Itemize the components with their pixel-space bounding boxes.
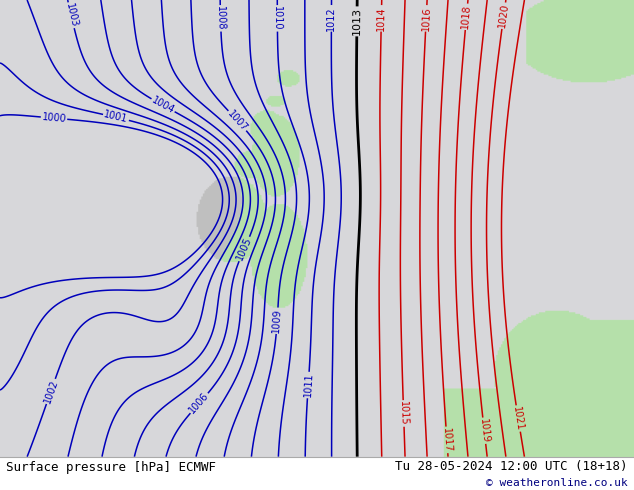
Text: 1002: 1002 — [42, 378, 60, 405]
Text: 1000: 1000 — [41, 112, 67, 124]
Text: 1016: 1016 — [420, 6, 432, 31]
Text: 1013: 1013 — [352, 7, 362, 35]
Text: 1005: 1005 — [235, 236, 254, 262]
Text: Tu 28-05-2024 12:00 UTC (18+18): Tu 28-05-2024 12:00 UTC (18+18) — [395, 460, 628, 472]
Text: 1017: 1017 — [441, 427, 453, 452]
Text: 1011: 1011 — [302, 372, 314, 397]
Text: 1006: 1006 — [188, 391, 211, 416]
Text: 1012: 1012 — [327, 6, 337, 31]
Text: © weatheronline.co.uk: © weatheronline.co.uk — [486, 478, 628, 489]
Text: 1019: 1019 — [478, 418, 491, 443]
Text: 1007: 1007 — [226, 108, 249, 133]
Text: 1010: 1010 — [272, 6, 282, 30]
Text: 1018: 1018 — [460, 4, 472, 29]
Text: 1001: 1001 — [103, 110, 129, 125]
Text: 1004: 1004 — [150, 95, 176, 116]
Text: Surface pressure [hPa] ECMWF: Surface pressure [hPa] ECMWF — [6, 461, 216, 474]
Text: 1003: 1003 — [63, 2, 79, 28]
Text: 1021: 1021 — [512, 406, 525, 431]
Text: 1009: 1009 — [271, 308, 283, 333]
Text: 1008: 1008 — [215, 6, 226, 31]
Text: 1020: 1020 — [497, 3, 510, 28]
Text: 1014: 1014 — [376, 6, 387, 31]
Text: 1015: 1015 — [398, 401, 409, 426]
